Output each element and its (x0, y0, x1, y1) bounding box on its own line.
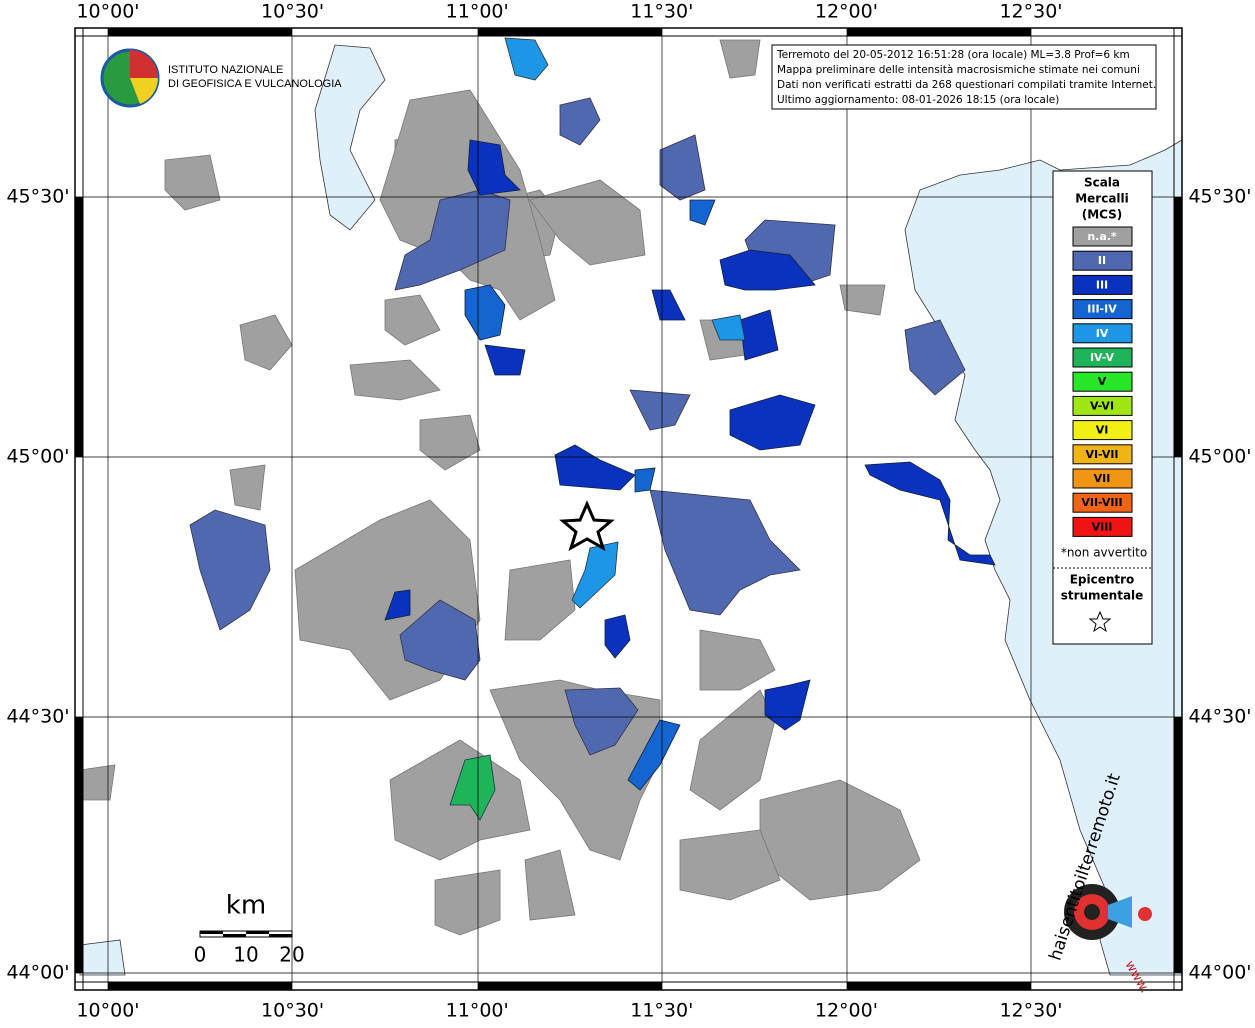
legend-label: V-VI (1090, 399, 1114, 412)
legend-title: Mercalli (1075, 192, 1129, 206)
lon-label: 12°00' (815, 1000, 878, 1022)
legend-label: VI-VII (1085, 448, 1118, 461)
legend-swatch (1072, 468, 1133, 489)
lon-label: 11°30' (630, 1000, 693, 1022)
lon-label: 11°00' (446, 1, 509, 23)
legend-note: *non avvertito (1061, 546, 1147, 560)
legend-label: VI (1096, 424, 1109, 437)
legend-swatch (1072, 299, 1133, 320)
legend: Scala Mercalli (MCS) *non avvertito Epic… (1052, 170, 1153, 645)
legend-swatch (1072, 395, 1133, 416)
lat-label: 45°00' (1188, 446, 1251, 468)
lon-label: 10°30' (261, 1000, 324, 1022)
legend-swatch (1072, 371, 1133, 392)
legend-label: IV-V (1090, 351, 1115, 364)
scale-tick: 0 (194, 943, 207, 967)
legend-label: VIII (1092, 520, 1113, 533)
legend-swatch (1072, 226, 1133, 247)
legend-label: V (1098, 375, 1107, 388)
legend-swatch (1072, 492, 1133, 513)
info-line: Dati non verificati estratti da 268 ques… (777, 79, 1156, 91)
lon-label: 12°30' (999, 1, 1062, 23)
lon-label: 10°00' (76, 1000, 139, 1022)
municipalities (79, 39, 996, 936)
lon-label: 11°30' (630, 1, 693, 23)
lat-label: 45°30' (6, 186, 69, 208)
legend-swatch (1072, 323, 1133, 344)
legend-swatch (1072, 274, 1133, 295)
ingv-logo: ISTITUTO NAZIONALE DI GEOFISICA E VULCAN… (100, 48, 342, 108)
legend-epicenter: strumentale (1061, 589, 1144, 603)
scale-tick: 20 (279, 943, 304, 967)
grid (75, 28, 1182, 990)
logo-text: DI GEOFISICA E VULCANOLOGIA (168, 78, 342, 90)
lat-label: 44°00' (1188, 962, 1251, 984)
info-line: Mappa preliminare delle intensità macros… (777, 64, 1140, 76)
legend-label: VII (1094, 472, 1111, 485)
lon-label: 10°30' (261, 1, 324, 23)
lon-label: 12°30' (999, 1000, 1062, 1022)
legend-label: IV (1096, 327, 1109, 340)
logo-text: ISTITUTO NAZIONALE (168, 64, 283, 76)
legend-swatch (1072, 420, 1133, 441)
legend-label: n.a.* (1087, 230, 1117, 243)
lat-label: 44°30' (1188, 706, 1251, 728)
legend-swatch (1072, 444, 1133, 465)
scale-unit: km (226, 891, 266, 921)
legend-epicenter: Epicentro (1070, 573, 1135, 587)
legend-swatch (1072, 347, 1133, 368)
lat-label: 45°00' (6, 446, 69, 468)
legend-label: III-IV (1087, 303, 1117, 316)
frame (74, 27, 1183, 991)
info-box: Terremoto del 20-05-2012 16:51:28 (ora l… (771, 44, 1157, 110)
legend-swatch (1072, 516, 1133, 537)
epicenter (559, 500, 615, 552)
info-line: Ultimo aggiornamento: 08-01-2026 18:15 (… (777, 94, 1059, 106)
legend-label: II (1098, 254, 1106, 267)
lat-label: 44°00' (6, 962, 69, 984)
legend-title: (MCS) (1082, 208, 1123, 222)
lat-label: 45°30' (1188, 186, 1251, 208)
lon-label: 10°00' (76, 1, 139, 23)
info-line: Terremoto del 20-05-2012 16:51:28 (ora l… (776, 49, 1130, 61)
scale-bar: km 0 10 20 (194, 891, 305, 967)
legend-swatch (1072, 250, 1133, 271)
lon-label: 11°00' (446, 1000, 509, 1022)
lon-label: 12°00' (815, 1, 878, 23)
lat-label: 44°30' (6, 706, 69, 728)
legend-label: III (1096, 278, 1108, 291)
legend-title: Scala (1084, 176, 1120, 190)
scale-tick: 10 (233, 943, 258, 967)
legend-label: VII-VIII (1081, 496, 1122, 509)
